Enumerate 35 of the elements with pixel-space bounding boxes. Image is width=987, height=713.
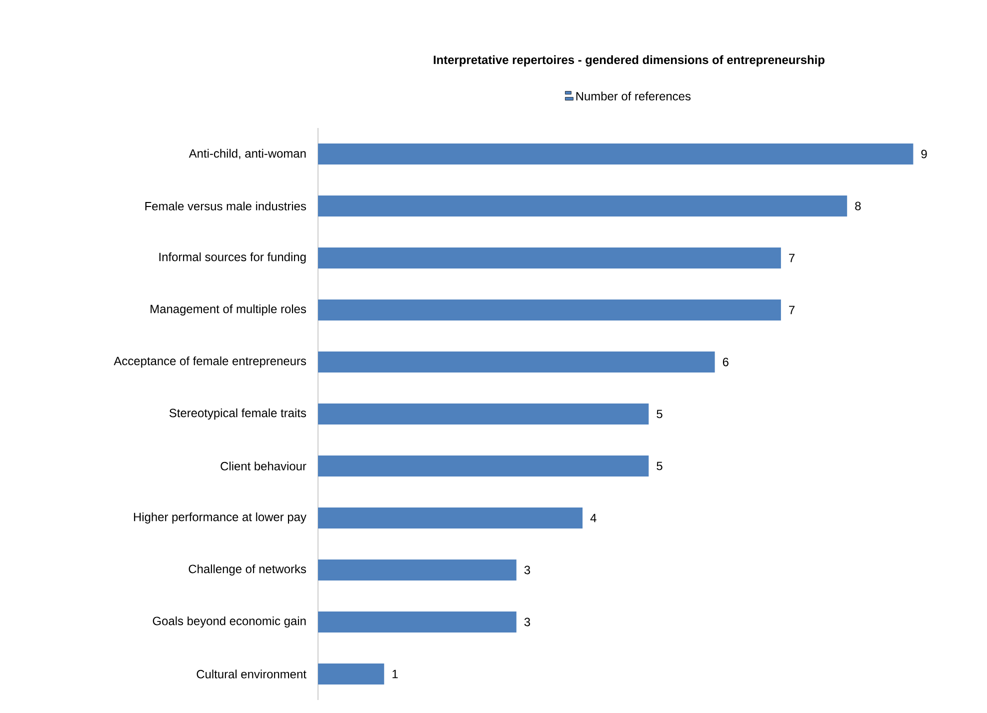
data-label: 8 [855,202,861,210]
y-tick-label: Goals beyond economic gain [152,616,306,628]
bar [318,664,384,685]
y-tick-label: Stereotypical female traits [169,408,306,420]
y-tick-label: Cultural environment [196,670,306,678]
bar [318,612,516,633]
legend-label: Number of references [576,92,691,100]
bar [318,144,914,164]
data-label: 6 [722,358,728,366]
data-label: 1 [392,670,398,678]
data-label: 9 [921,150,927,158]
chart-title: Interpretative repertoires - gendered dimensions of entrepreneurship [434,55,824,66]
data-label: 3 [524,566,530,574]
data-label: 7 [789,306,795,314]
bar [318,508,583,529]
bar [318,456,649,477]
bar [318,404,649,425]
bar [318,352,715,373]
y-tick-label: Higher performance at lower pay [134,512,306,524]
y-tick-label: Female versus male industries [145,202,306,210]
data-label: 3 [524,618,530,626]
data-label: 5 [656,410,662,418]
y-tick-label: Challenge of networks [188,564,306,576]
bar [318,300,781,321]
bar [318,196,848,216]
data-label: 5 [656,462,662,470]
y-tick-label: Informal sources for funding [159,252,306,264]
y-tick-label: Acceptance of female entrepreneurs [114,356,306,368]
data-label: 7 [789,254,795,262]
data-label: 4 [590,514,596,522]
y-tick-label: Anti-child, anti-woman [188,148,306,160]
y-tick-label: Client behaviour [220,462,306,470]
bar [318,560,516,581]
bar [318,248,781,268]
y-tick-label: Management of multiple roles [150,304,306,316]
